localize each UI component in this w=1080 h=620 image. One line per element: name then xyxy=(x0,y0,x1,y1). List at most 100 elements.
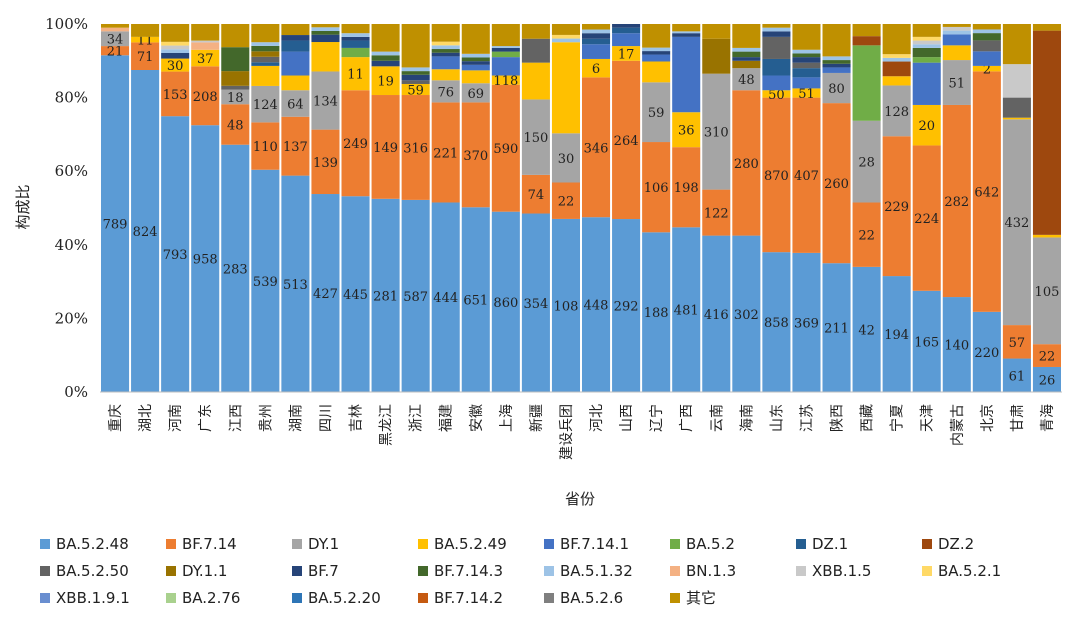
data-label: 57 xyxy=(1009,336,1026,351)
legend-swatch xyxy=(670,593,680,603)
bar-segment xyxy=(792,97,821,253)
legend-label: 其它 xyxy=(686,589,716,607)
bar-segment xyxy=(882,85,911,137)
data-label: 407 xyxy=(794,169,819,184)
bar-segment xyxy=(131,70,160,392)
data-label: 264 xyxy=(614,134,639,149)
bar-stack: 140 282 51 xyxy=(942,24,971,392)
bar-segment xyxy=(311,34,340,43)
bar-segment xyxy=(551,133,580,183)
category-label: 辽宁 xyxy=(648,404,665,432)
bar-segment xyxy=(281,24,310,36)
legend-swatch xyxy=(544,593,554,603)
bar-segment xyxy=(582,29,611,34)
bar-segment xyxy=(1032,234,1061,238)
data-label: 134 xyxy=(313,95,338,110)
bar-segment xyxy=(642,24,671,48)
legend-label: BA.5.2.49 xyxy=(434,535,507,553)
bar-segment xyxy=(822,60,851,64)
bar-segment xyxy=(762,90,791,98)
legend-label: BN.1.3 xyxy=(686,562,736,580)
bar-segment xyxy=(942,45,971,61)
bar-segment xyxy=(251,169,280,392)
data-label: 26 xyxy=(1039,373,1056,388)
bar-segment xyxy=(882,61,911,77)
bar-stack: 958 208 37 xyxy=(191,24,220,392)
legend-label: XBB.1.5 xyxy=(812,562,871,580)
legend-item: DY.1 xyxy=(292,535,339,553)
bar-segment xyxy=(642,82,671,143)
bar-segment xyxy=(702,189,731,236)
bar-segment xyxy=(461,207,490,392)
category-label: 上海 xyxy=(499,404,515,432)
bar-segment xyxy=(762,31,791,37)
bar-segment xyxy=(642,142,671,233)
data-label: 870 xyxy=(764,169,789,184)
legend-label: BF.7.14.3 xyxy=(434,562,503,580)
bar-segment xyxy=(972,33,1001,41)
legend-item: BA.2.76 xyxy=(166,589,240,607)
bar-segment xyxy=(582,58,611,78)
bar-segment xyxy=(702,24,731,39)
bar-stack: 281 149 19 xyxy=(371,24,400,392)
bar-segment xyxy=(161,71,190,117)
legend-item: BA.5.2.50 xyxy=(40,562,129,580)
bar-segment xyxy=(972,29,1001,34)
bar-segment xyxy=(672,227,701,392)
bar-segment xyxy=(702,235,731,392)
category-label: 湖北 xyxy=(138,404,154,432)
bar-segment xyxy=(251,51,280,57)
legend-swatch xyxy=(418,566,428,576)
bar-segment xyxy=(702,73,731,190)
legend-item: BN.1.3 xyxy=(670,562,736,580)
legend-item: BF.7.14.2 xyxy=(418,589,503,607)
data-label: 369 xyxy=(794,316,819,331)
data-label: 153 xyxy=(163,88,188,103)
bar-segment xyxy=(221,24,250,48)
bar-stack: 354 74 150 xyxy=(521,24,550,392)
data-label: 139 xyxy=(313,156,338,171)
category-label: 西藏 xyxy=(860,404,876,432)
data-label: 64 xyxy=(287,97,304,112)
bar-segment xyxy=(1032,237,1061,345)
data-label: 122 xyxy=(704,207,729,222)
bar-segment xyxy=(1002,64,1031,98)
bar-segment xyxy=(281,35,310,41)
bar-segment xyxy=(912,47,941,58)
bar-segment xyxy=(101,24,130,28)
bar-segment xyxy=(702,38,731,74)
data-label: 42 xyxy=(858,323,875,338)
bar-segment xyxy=(221,71,250,86)
bar-segment xyxy=(672,36,701,113)
bar-stack: 587 316 59 xyxy=(401,24,430,392)
bar-segment xyxy=(972,311,1001,392)
bar-segment xyxy=(1002,358,1031,392)
bar-segment xyxy=(491,211,520,392)
data-label: 958 xyxy=(193,253,218,268)
bar-segment xyxy=(642,54,671,62)
bar-segment xyxy=(461,24,490,54)
bar-segment xyxy=(972,24,1001,30)
data-label: 427 xyxy=(313,287,338,302)
bar-segment xyxy=(191,24,220,41)
category-label: 建设兵团 xyxy=(559,404,575,460)
bar-segment xyxy=(672,33,701,37)
bar-segment xyxy=(732,57,761,61)
data-label: 30 xyxy=(167,59,184,74)
bar-segment xyxy=(371,55,400,61)
bar-segment xyxy=(792,62,821,69)
bar-stack: 427 139 134 xyxy=(311,24,340,392)
bar-segment xyxy=(281,75,310,91)
data-label: 61 xyxy=(1009,369,1026,384)
legend-label: BF.7.14 xyxy=(182,535,237,553)
data-label: 539 xyxy=(253,275,278,290)
bar-segment xyxy=(491,57,520,76)
legend-item: BA.5.1.32 xyxy=(544,562,633,580)
legend-label: BA.5.2.50 xyxy=(56,562,129,580)
legend-item: BF.7.14 xyxy=(166,535,237,553)
bar-segment xyxy=(582,77,611,218)
legend-item: BA.5.2.1 xyxy=(922,562,1001,580)
category-label: 广东 xyxy=(198,404,214,432)
bar-segment xyxy=(311,24,340,28)
data-label: 108 xyxy=(554,299,579,314)
